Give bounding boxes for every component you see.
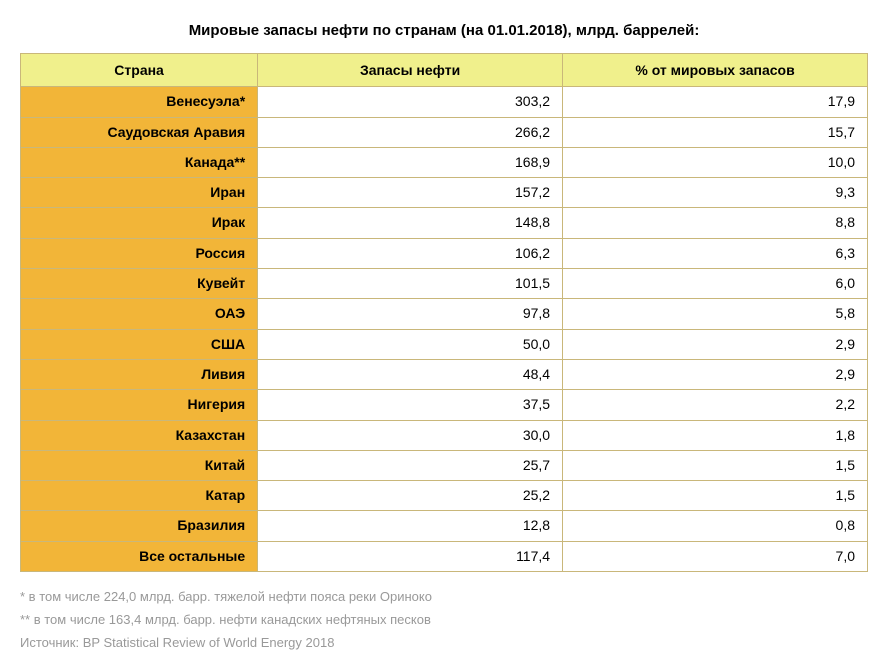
col-percent: % от мировых запасов bbox=[563, 54, 868, 87]
cell-country: Бразилия bbox=[21, 511, 258, 541]
cell-country: Ливия bbox=[21, 359, 258, 389]
cell-country: Все остальные bbox=[21, 541, 258, 571]
table-row: Казахстан30,01,8 bbox=[21, 420, 868, 450]
table-row: Венесуэла*303,217,9 bbox=[21, 87, 868, 117]
table-row: Саудовская Аравия266,215,7 bbox=[21, 117, 868, 147]
cell-country: Нигерия bbox=[21, 390, 258, 420]
cell-country: США bbox=[21, 329, 258, 359]
cell-country: Венесуэла* bbox=[21, 87, 258, 117]
cell-country: Катар bbox=[21, 481, 258, 511]
cell-percent: 1,5 bbox=[563, 450, 868, 480]
cell-reserves: 106,2 bbox=[258, 238, 563, 268]
cell-country: Кувейт bbox=[21, 269, 258, 299]
cell-reserves: 101,5 bbox=[258, 269, 563, 299]
cell-percent: 10,0 bbox=[563, 147, 868, 177]
footnote-line: * в том числе 224,0 млрд. барр. тяжелой … bbox=[20, 586, 868, 609]
col-country: Страна bbox=[21, 54, 258, 87]
table-row: Все остальные117,47,0 bbox=[21, 541, 868, 571]
cell-reserves: 303,2 bbox=[258, 87, 563, 117]
cell-reserves: 25,2 bbox=[258, 481, 563, 511]
cell-country: Ирак bbox=[21, 208, 258, 238]
cell-reserves: 48,4 bbox=[258, 359, 563, 389]
cell-reserves: 157,2 bbox=[258, 178, 563, 208]
table-row: Бразилия12,80,8 bbox=[21, 511, 868, 541]
cell-reserves: 30,0 bbox=[258, 420, 563, 450]
table-row: ОАЭ97,85,8 bbox=[21, 299, 868, 329]
cell-country: ОАЭ bbox=[21, 299, 258, 329]
cell-percent: 9,3 bbox=[563, 178, 868, 208]
cell-country: Россия bbox=[21, 238, 258, 268]
table-row: Китай25,71,5 bbox=[21, 450, 868, 480]
cell-country: Саудовская Аравия bbox=[21, 117, 258, 147]
cell-percent: 2,9 bbox=[563, 329, 868, 359]
cell-percent: 5,8 bbox=[563, 299, 868, 329]
cell-country: Китай bbox=[21, 450, 258, 480]
cell-country: Казахстан bbox=[21, 420, 258, 450]
cell-reserves: 117,4 bbox=[258, 541, 563, 571]
table-row: Россия106,26,3 bbox=[21, 238, 868, 268]
footnote-line: Источник: BP Statistical Review of World… bbox=[20, 632, 868, 655]
cell-reserves: 148,8 bbox=[258, 208, 563, 238]
cell-reserves: 12,8 bbox=[258, 511, 563, 541]
footnotes: * в том числе 224,0 млрд. барр. тяжелой … bbox=[20, 586, 868, 654]
table-row: Ирак148,88,8 bbox=[21, 208, 868, 238]
table-row: Канада**168,910,0 bbox=[21, 147, 868, 177]
col-reserves: Запасы нефти bbox=[258, 54, 563, 87]
cell-percent: 6,3 bbox=[563, 238, 868, 268]
cell-reserves: 50,0 bbox=[258, 329, 563, 359]
table-row: Катар25,21,5 bbox=[21, 481, 868, 511]
reserves-table: Страна Запасы нефти % от мировых запасов… bbox=[20, 53, 868, 572]
cell-percent: 1,8 bbox=[563, 420, 868, 450]
cell-country: Иран bbox=[21, 178, 258, 208]
cell-percent: 2,9 bbox=[563, 359, 868, 389]
cell-percent: 8,8 bbox=[563, 208, 868, 238]
cell-percent: 1,5 bbox=[563, 481, 868, 511]
cell-country: Канада** bbox=[21, 147, 258, 177]
cell-reserves: 97,8 bbox=[258, 299, 563, 329]
cell-percent: 2,2 bbox=[563, 390, 868, 420]
cell-percent: 7,0 bbox=[563, 541, 868, 571]
table-row: Ливия48,42,9 bbox=[21, 359, 868, 389]
cell-reserves: 168,9 bbox=[258, 147, 563, 177]
cell-reserves: 37,5 bbox=[258, 390, 563, 420]
cell-percent: 15,7 bbox=[563, 117, 868, 147]
footnote-line: ** в том числе 163,4 млрд. барр. нефти к… bbox=[20, 609, 868, 632]
cell-percent: 6,0 bbox=[563, 269, 868, 299]
cell-reserves: 266,2 bbox=[258, 117, 563, 147]
table-row: Иран157,29,3 bbox=[21, 178, 868, 208]
table-header-row: Страна Запасы нефти % от мировых запасов bbox=[21, 54, 868, 87]
cell-percent: 17,9 bbox=[563, 87, 868, 117]
cell-percent: 0,8 bbox=[563, 511, 868, 541]
cell-reserves: 25,7 bbox=[258, 450, 563, 480]
table-row: Нигерия37,52,2 bbox=[21, 390, 868, 420]
page-title: Мировые запасы нефти по странам (на 01.0… bbox=[20, 22, 868, 39]
table-row: США50,02,9 bbox=[21, 329, 868, 359]
table-row: Кувейт101,56,0 bbox=[21, 269, 868, 299]
